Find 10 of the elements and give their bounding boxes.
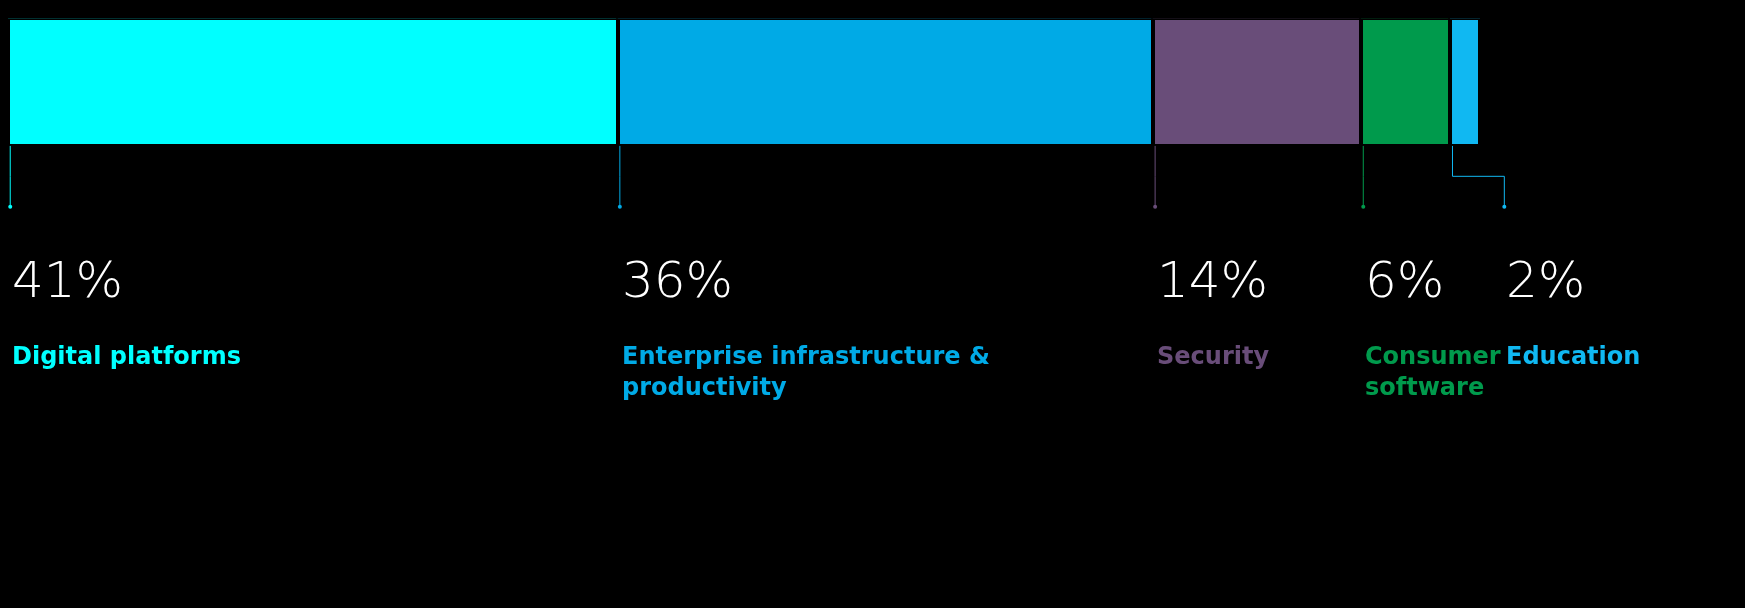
text: Enterprise infrastructure & productivity [622, 342, 990, 402]
data-label: 6% [1365, 251, 1445, 309]
text: Digital platforms [12, 342, 241, 370]
data-label: 2% [1506, 251, 1586, 309]
data-label: 14% [1157, 251, 1269, 309]
data-label: 41% [12, 251, 124, 309]
text: Education [1506, 342, 1641, 370]
text: Security [1157, 342, 1270, 370]
text: Consumer software [1365, 342, 1501, 402]
data-label: 36% [622, 251, 734, 309]
